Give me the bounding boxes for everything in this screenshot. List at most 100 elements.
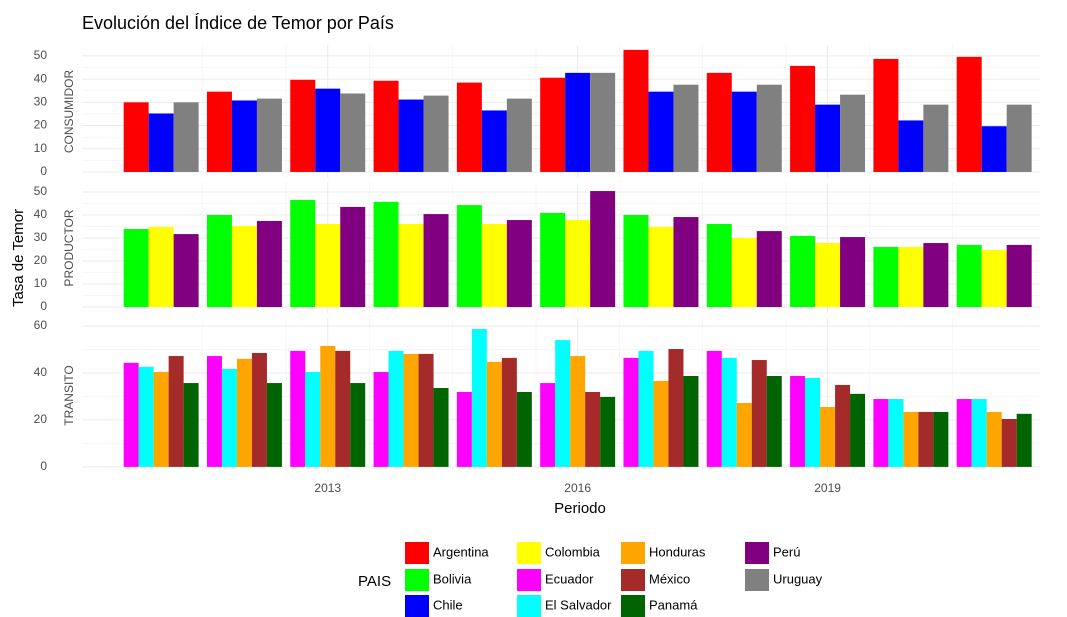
bar [456, 391, 472, 467]
bar [790, 235, 816, 308]
bar [305, 372, 321, 467]
bar [266, 383, 282, 467]
bar [183, 383, 199, 467]
bar [540, 212, 566, 308]
bar [340, 206, 366, 308]
legend-key [517, 595, 541, 617]
bar [590, 191, 616, 308]
bar [565, 220, 591, 308]
bar [903, 411, 919, 467]
bar [731, 91, 757, 172]
bar [638, 350, 654, 467]
bar [673, 217, 699, 308]
bar [873, 246, 899, 308]
bar [673, 84, 699, 172]
bar [683, 376, 699, 467]
y-tick-label: 10 [34, 276, 48, 290]
bar [206, 214, 232, 308]
bar [320, 345, 336, 467]
facet-label: TRANSITO [62, 365, 76, 425]
legend-key [405, 542, 429, 564]
bar [736, 403, 752, 467]
bar [206, 356, 222, 467]
legend-label: Argentina [433, 544, 489, 559]
bar [1006, 244, 1032, 308]
bar [373, 372, 389, 467]
bar [585, 391, 601, 467]
bar [623, 357, 639, 467]
bar [340, 93, 366, 172]
y-axis-title: Tasa de Temor [10, 209, 27, 307]
bar [623, 214, 649, 308]
bar [388, 350, 404, 467]
y-tick-label: 0 [40, 459, 47, 473]
bar [648, 91, 674, 172]
bar [840, 237, 866, 308]
bar [236, 358, 252, 467]
bar [423, 214, 449, 308]
bar [516, 391, 532, 467]
bar [481, 223, 507, 308]
y-tick-label: 40 [34, 71, 48, 85]
y-tick-label: 60 [34, 318, 48, 332]
bar [486, 361, 502, 467]
bar [923, 243, 949, 308]
bar [565, 72, 591, 172]
bar [721, 357, 737, 467]
bar [153, 372, 169, 467]
bar [873, 58, 899, 172]
bar [373, 80, 399, 172]
bar [653, 380, 669, 467]
bar [506, 220, 532, 308]
bar [570, 356, 586, 467]
bar [648, 226, 674, 308]
bar [731, 237, 757, 308]
bar [315, 88, 341, 172]
bar [751, 360, 767, 467]
bar [933, 411, 949, 467]
y-tick-label: 0 [40, 164, 47, 178]
bar [398, 223, 424, 308]
bar [555, 340, 571, 467]
bar [815, 104, 841, 172]
bar [290, 79, 316, 172]
bar [231, 226, 257, 308]
bar [173, 234, 199, 308]
y-tick-label: 50 [34, 48, 48, 62]
bar [590, 72, 616, 172]
y-tick-label: 30 [34, 230, 48, 244]
bar [423, 95, 449, 172]
legend-key [621, 595, 645, 617]
bar [971, 399, 987, 467]
bar [148, 113, 174, 172]
bar [835, 384, 851, 467]
bar [403, 353, 419, 467]
bar [706, 350, 722, 467]
bar [231, 100, 257, 172]
bar [815, 243, 841, 308]
legend-key [745, 542, 769, 564]
bar [623, 49, 649, 172]
bar [981, 249, 1007, 308]
bar [398, 99, 424, 172]
bar [898, 246, 924, 308]
legend-label: El Salvador [545, 597, 612, 612]
bar [600, 396, 616, 467]
bar [256, 98, 282, 172]
bar [290, 200, 316, 308]
y-tick-label: 50 [34, 184, 48, 198]
y-tick-label: 40 [34, 365, 48, 379]
bar [981, 126, 1007, 172]
bar [1016, 413, 1032, 467]
bar [756, 231, 782, 308]
legend-label: Honduras [649, 544, 706, 559]
bar [123, 229, 149, 308]
bar [888, 399, 904, 467]
legend-label: Bolivia [433, 571, 472, 586]
bar [766, 376, 782, 467]
legend-label: Ecuador [545, 571, 594, 586]
bar [805, 377, 821, 467]
facet-label: CONSUMIDOR [62, 70, 76, 154]
bar [481, 110, 507, 172]
